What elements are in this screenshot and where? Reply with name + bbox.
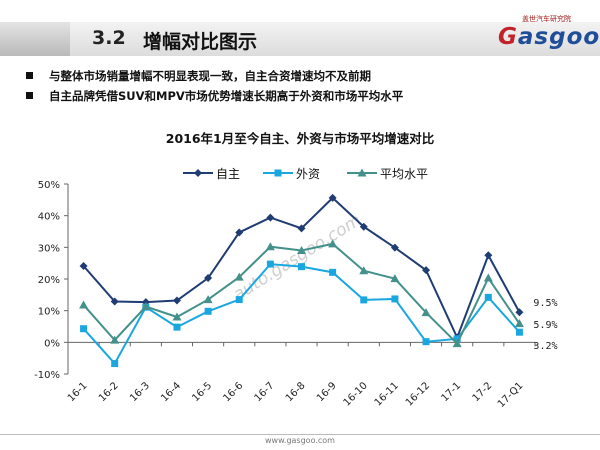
data-point xyxy=(297,246,306,254)
y-tick-label: 10% xyxy=(38,307,60,318)
y-tick-label: 40% xyxy=(38,212,60,223)
data-point xyxy=(235,228,244,237)
data-point xyxy=(390,243,399,252)
footer-url: www.gasgoo.com xyxy=(265,436,335,445)
data-point xyxy=(204,307,212,315)
data-point xyxy=(79,300,89,309)
header-accent-box xyxy=(0,22,70,56)
data-point xyxy=(422,338,430,346)
data-point xyxy=(452,339,462,348)
data-point xyxy=(141,302,151,311)
data-point xyxy=(422,266,431,275)
data-point xyxy=(359,222,368,231)
data-point xyxy=(110,335,120,344)
series-line-2 xyxy=(82,263,521,366)
section-title: 增幅对比图示 xyxy=(143,31,258,53)
footer-divider xyxy=(0,434,600,435)
data-point xyxy=(235,296,243,304)
y-tick-label: 50% xyxy=(38,180,60,191)
bullet-item: 与整体市场销量增幅不明显表现一致，自主合资增速均不及前期 xyxy=(26,66,403,86)
data-point xyxy=(515,308,524,317)
data-point xyxy=(329,268,337,276)
data-point xyxy=(172,312,182,321)
data-point xyxy=(204,274,213,283)
x-tick-label: 16-9 xyxy=(315,380,339,404)
data-point xyxy=(391,295,399,303)
x-tick-label: 16-11 xyxy=(373,380,401,408)
legend-label: 自主 xyxy=(216,167,240,181)
y-tick-label: 30% xyxy=(38,243,60,254)
end-value-label: 3.2% xyxy=(533,341,557,352)
bullet-square-icon xyxy=(26,92,33,99)
chart-title: 2016年1月至今自主、外资与市场平均增速对比 xyxy=(165,131,435,146)
data-point xyxy=(203,295,213,304)
data-point xyxy=(172,296,181,305)
x-tick-label: 16-1 xyxy=(66,380,90,404)
data-point xyxy=(328,193,337,202)
data-point xyxy=(484,251,493,260)
data-point xyxy=(484,293,492,301)
x-tick-label: 17-2 xyxy=(471,380,495,404)
x-tick-label: 16-7 xyxy=(253,380,277,404)
data-point xyxy=(298,263,305,271)
watermark-text: auto.gasgoo.com xyxy=(230,210,365,305)
x-tick-label: 16-4 xyxy=(159,380,183,404)
data-point xyxy=(265,242,275,251)
data-point xyxy=(110,297,119,306)
data-point xyxy=(266,213,275,222)
logo-subtitle: 盖世汽车研究院 xyxy=(522,15,571,23)
x-tick-label: 16-2 xyxy=(97,380,121,404)
y-tick-label: -10% xyxy=(34,370,60,381)
data-point xyxy=(111,360,119,368)
data-point xyxy=(266,260,274,268)
y-tick-label: 0% xyxy=(44,338,60,349)
gasgoo-logo: Gasgoo xyxy=(498,24,600,50)
data-point xyxy=(173,323,181,331)
bullet-square-icon xyxy=(26,72,33,79)
x-tick-label: 16-5 xyxy=(190,380,214,404)
data-point xyxy=(453,335,461,343)
data-point xyxy=(297,224,306,233)
data-point xyxy=(79,262,88,271)
y-tick-label: 20% xyxy=(38,275,60,286)
legend-label: 外资 xyxy=(296,167,320,181)
data-point xyxy=(80,325,88,333)
x-tick-label: 16-12 xyxy=(404,380,432,408)
x-tick-label: 16-10 xyxy=(342,380,370,408)
legend-label: 平均水平 xyxy=(380,167,428,181)
data-point xyxy=(421,308,431,317)
data-point xyxy=(515,328,523,336)
legend-marker-icon xyxy=(274,169,282,177)
legend-marker-icon xyxy=(194,169,202,177)
data-point xyxy=(390,274,400,283)
end-value-label: 9.5% xyxy=(533,298,557,309)
x-tick-label: 16-8 xyxy=(284,380,308,404)
data-point xyxy=(234,272,244,281)
header-band xyxy=(0,22,600,56)
data-point xyxy=(359,266,369,275)
x-tick-label: 16-6 xyxy=(222,380,246,404)
section-number: 3.2 xyxy=(92,27,126,49)
end-value-label: 5.9% xyxy=(533,320,557,331)
data-point xyxy=(360,296,368,304)
x-tick-label: 17-Q1 xyxy=(496,380,526,410)
bullet-item: 自主品牌凭借SUV和MPV市场优势增速长期高于外资和市场平均水平 xyxy=(26,86,403,106)
data-point xyxy=(514,319,524,328)
x-tick-label: 17-1 xyxy=(439,380,463,404)
x-tick-label: 16-3 xyxy=(128,380,152,404)
data-point xyxy=(328,239,338,248)
legend-marker-icon xyxy=(357,168,367,177)
bullet-list: 与整体市场销量增幅不明显表现一致，自主合资增速均不及前期 自主品牌凭借SUV和M… xyxy=(26,66,403,106)
data-point xyxy=(483,273,493,282)
